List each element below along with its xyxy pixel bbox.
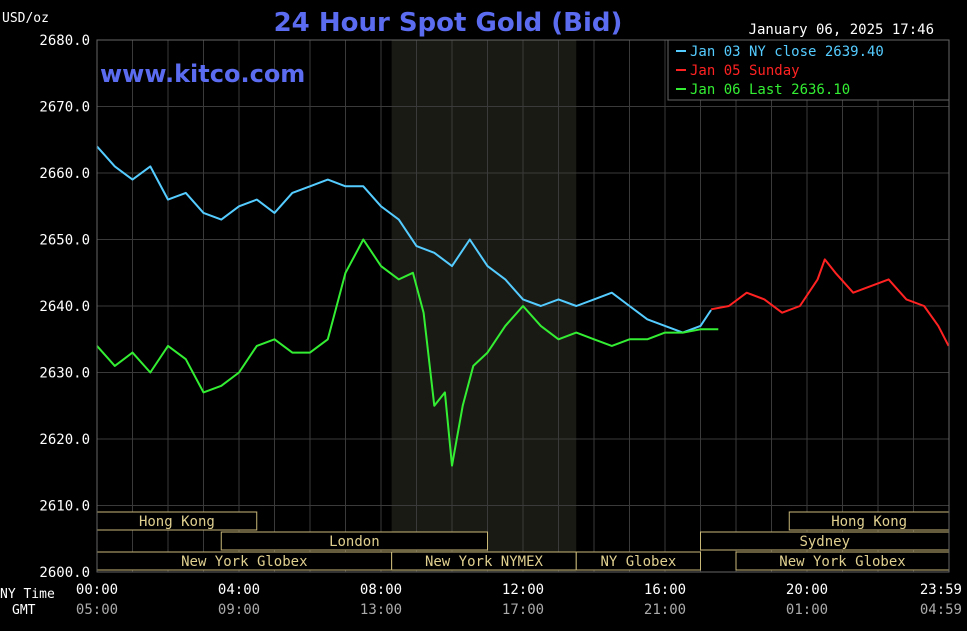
x-tick-label-gmt: 01:00: [786, 602, 828, 618]
market-sessions: Hong Kong Hong Kong London Sydney New York G…: [96, 511, 950, 571]
x-axis-label-gmt: GMT: [12, 603, 36, 618]
session-label: Sydney: [799, 534, 850, 550]
x-axis-label-ny: NY Time: [0, 587, 55, 602]
x-tick-label-gmt: 21:00: [644, 602, 686, 618]
x-tick-label-ny: 04:00: [218, 582, 260, 598]
y-tick-label: 2620.0: [39, 432, 90, 448]
x-tick-label-gmt: 17:00: [502, 602, 544, 618]
price-series: [96, 145, 950, 467]
y-tick-label: 2660.0: [39, 166, 90, 182]
x-tick-label-ny: 08:00: [360, 582, 402, 598]
session-label: NY Globex: [600, 554, 676, 570]
legend-entry: Jan 06 Last 2636.10: [690, 82, 850, 98]
session-label: Hong Kong: [139, 514, 215, 530]
x-tick-label-gmt: 05:00: [76, 602, 118, 618]
x-tick-label-ny: 23:59: [920, 582, 962, 598]
x-axis-ticks: 00:00 05:00 04:00 09:00 08:00 13:00 12:00 17:00…: [76, 582, 962, 618]
series-line: [96, 145, 712, 334]
legend-entry: Jan 03 NY close 2639.40: [690, 44, 884, 60]
timestamp: January 06, 2025 17:46: [749, 22, 934, 38]
session-label: Hong Kong: [831, 514, 907, 530]
unit-label: USD/oz: [2, 11, 49, 26]
session-label: London: [329, 534, 380, 550]
session-label: New York NYMEX: [425, 554, 544, 570]
session-label: New York Globex: [779, 554, 905, 570]
x-tick-label-ny: 16:00: [644, 582, 686, 598]
y-tick-label: 2640.0: [39, 299, 90, 315]
y-tick-label: 2680.0: [39, 33, 90, 49]
chart-title: 24 Hour Spot Gold (Bid): [274, 8, 623, 38]
x-tick-label-ny: 12:00: [502, 582, 544, 598]
series-line: [96, 238, 719, 467]
y-tick-label: 2630.0: [39, 366, 90, 382]
watermark-url: www.kitco.com: [100, 60, 305, 88]
y-tick-label: 2610.0: [39, 499, 90, 515]
y-tick-label: 2650.0: [39, 233, 90, 249]
x-tick-label-ny: 00:00: [76, 582, 118, 598]
x-tick-label-ny: 20:00: [786, 582, 828, 598]
series-line: [710, 258, 950, 347]
y-tick-label: 2670.0: [39, 100, 90, 116]
x-tick-label-gmt: 13:00: [360, 602, 402, 618]
x-tick-label-gmt: 04:59: [920, 602, 962, 618]
session-label: New York Globex: [181, 554, 307, 570]
legend-entry: Jan 05 Sunday: [690, 63, 800, 79]
session-bar: [220, 531, 488, 551]
legend-box: [667, 39, 950, 101]
legend: Jan 03 NY close 2639.40 Jan 05 Sunday Jan …: [667, 39, 950, 101]
x-tick-label-gmt: 09:00: [218, 602, 260, 618]
y-axis-ticks: 2680.0 2670.0 2660.0 2650.0 2640.0 2630.0 2620…: [39, 33, 90, 581]
session-bar: [575, 551, 701, 571]
y-tick-label: 2600.0: [39, 565, 90, 581]
plot-border: [96, 39, 950, 573]
